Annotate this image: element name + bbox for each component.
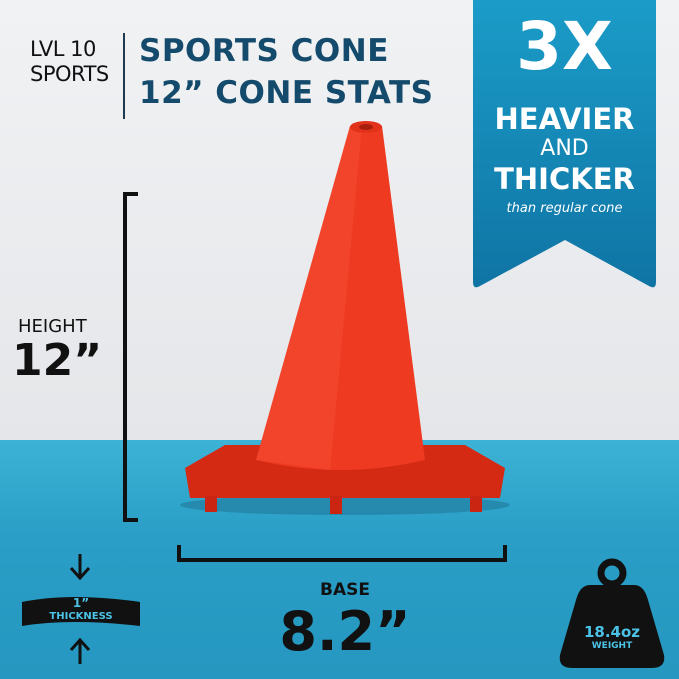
height-value: 12” — [12, 335, 103, 386]
banner-and: AND — [540, 136, 589, 161]
weight-icon — [559, 558, 665, 668]
thickness-value: 1” — [72, 596, 90, 610]
title-line1: SPORTS CONE — [139, 33, 389, 69]
base-bracket — [177, 545, 507, 562]
base-value: 8.2” — [279, 600, 411, 663]
title-line2: 12” CONE STATS — [139, 75, 434, 111]
brand-line1: LVL 10 — [30, 37, 96, 61]
weight-value: 18.4oz — [583, 623, 641, 641]
banner-subtext: than regular cone — [506, 201, 623, 216]
height-label: HEIGHT — [18, 316, 87, 337]
divider — [123, 33, 125, 119]
weight-label: WEIGHT — [591, 641, 633, 651]
banner-multiplier: 3X — [516, 8, 613, 85]
brand-line2: SPORTS — [30, 62, 109, 86]
banner-ribbon — [473, 0, 656, 288]
thickness-icon — [22, 554, 140, 664]
banner-heavier: HEAVIER — [494, 102, 635, 136]
brand-logo: LVL 10 SPORTS — [30, 37, 109, 87]
height-bracket — [123, 192, 138, 522]
thickness-label: THICKNESS — [49, 611, 113, 622]
banner-thicker: THICKER — [494, 162, 635, 196]
page-title: SPORTS CONE 12” CONE STATS — [139, 30, 433, 114]
base-label: BASE — [320, 580, 370, 600]
